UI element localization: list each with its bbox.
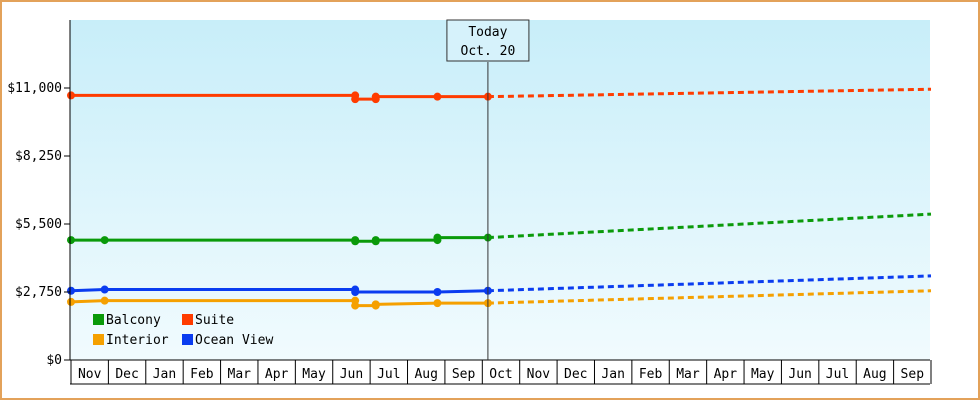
x-tick-label: Sep	[452, 367, 476, 382]
x-tick-label: Feb	[190, 367, 214, 382]
x-tick-label: Jun	[340, 367, 363, 382]
data-point-ocean-view	[100, 285, 109, 294]
legend-label-ocean-view: Ocean View	[195, 333, 273, 348]
series-projection-suite	[487, 87, 932, 99]
legend-swatch-balcony	[93, 314, 104, 325]
today-label: Today	[468, 25, 507, 40]
x-tick-label: Dec	[115, 367, 138, 382]
y-tick-label: $0	[46, 353, 62, 368]
x-tick-label: Apr	[714, 367, 738, 382]
data-point-interior	[351, 301, 360, 310]
data-point-suite	[433, 92, 442, 101]
x-tick-label: May	[751, 367, 775, 382]
data-point-interior	[67, 297, 75, 306]
x-tick-label: Nov	[527, 367, 551, 382]
series-projection-interior	[487, 289, 932, 305]
data-point-suite	[371, 92, 380, 101]
x-tick-label: Aug	[863, 367, 886, 382]
x-tick-label: Feb	[639, 367, 663, 382]
legend-label-balcony: Balcony	[106, 313, 161, 328]
x-tick-label: May	[302, 367, 326, 382]
x-tick-label: Oct	[489, 367, 512, 382]
legend-swatch-ocean-view	[182, 334, 193, 345]
today-box	[446, 19, 530, 62]
x-tick-label: Jun	[788, 367, 811, 382]
data-point-suite	[67, 91, 75, 100]
data-point-interior	[433, 299, 442, 308]
data-point-balcony	[100, 236, 109, 245]
x-tick-label: Jan	[153, 367, 176, 382]
data-point-ocean-view	[67, 286, 75, 295]
data-point-balcony	[67, 236, 75, 245]
series-line-interior	[70, 299, 488, 308]
x-tick-label: Apr	[265, 367, 289, 382]
x-tick-label: Mar	[228, 367, 252, 382]
y-tick-label: $8,250	[15, 149, 62, 164]
data-point-interior	[100, 296, 109, 305]
series-projection-balcony	[487, 212, 932, 240]
y-tick-label: $5,500	[15, 217, 62, 232]
legend-label-interior: Interior	[106, 333, 169, 348]
x-tick-label: Mar	[676, 367, 700, 382]
data-point-ocean-view	[433, 288, 442, 296]
x-tick-label: Dec	[564, 367, 587, 382]
data-point-balcony	[433, 233, 442, 242]
data-point-balcony	[351, 237, 360, 246]
series-projection-ocean-view	[487, 274, 932, 293]
legend-swatch-interior	[93, 334, 104, 345]
x-tick-label: Nov	[78, 367, 102, 382]
x-tick-label: Jan	[601, 367, 624, 382]
plot-area	[70, 20, 930, 360]
data-point-balcony	[371, 236, 380, 245]
data-point-ocean-view	[351, 288, 360, 296]
x-tick-label: Jul	[826, 367, 849, 382]
data-point-interior	[371, 300, 380, 309]
y-tick-label: $11,000	[7, 81, 62, 96]
x-tick-label: Aug	[414, 367, 437, 382]
data-point-suite	[351, 95, 360, 104]
today-date: Oct. 20	[461, 44, 516, 59]
y-tick-label: $2,750	[15, 285, 62, 300]
legend-label-suite: Suite	[195, 313, 234, 328]
x-tick-label: Sep	[901, 367, 925, 382]
legend-swatch-suite	[182, 314, 193, 325]
x-tick-label: Jul	[377, 367, 400, 382]
